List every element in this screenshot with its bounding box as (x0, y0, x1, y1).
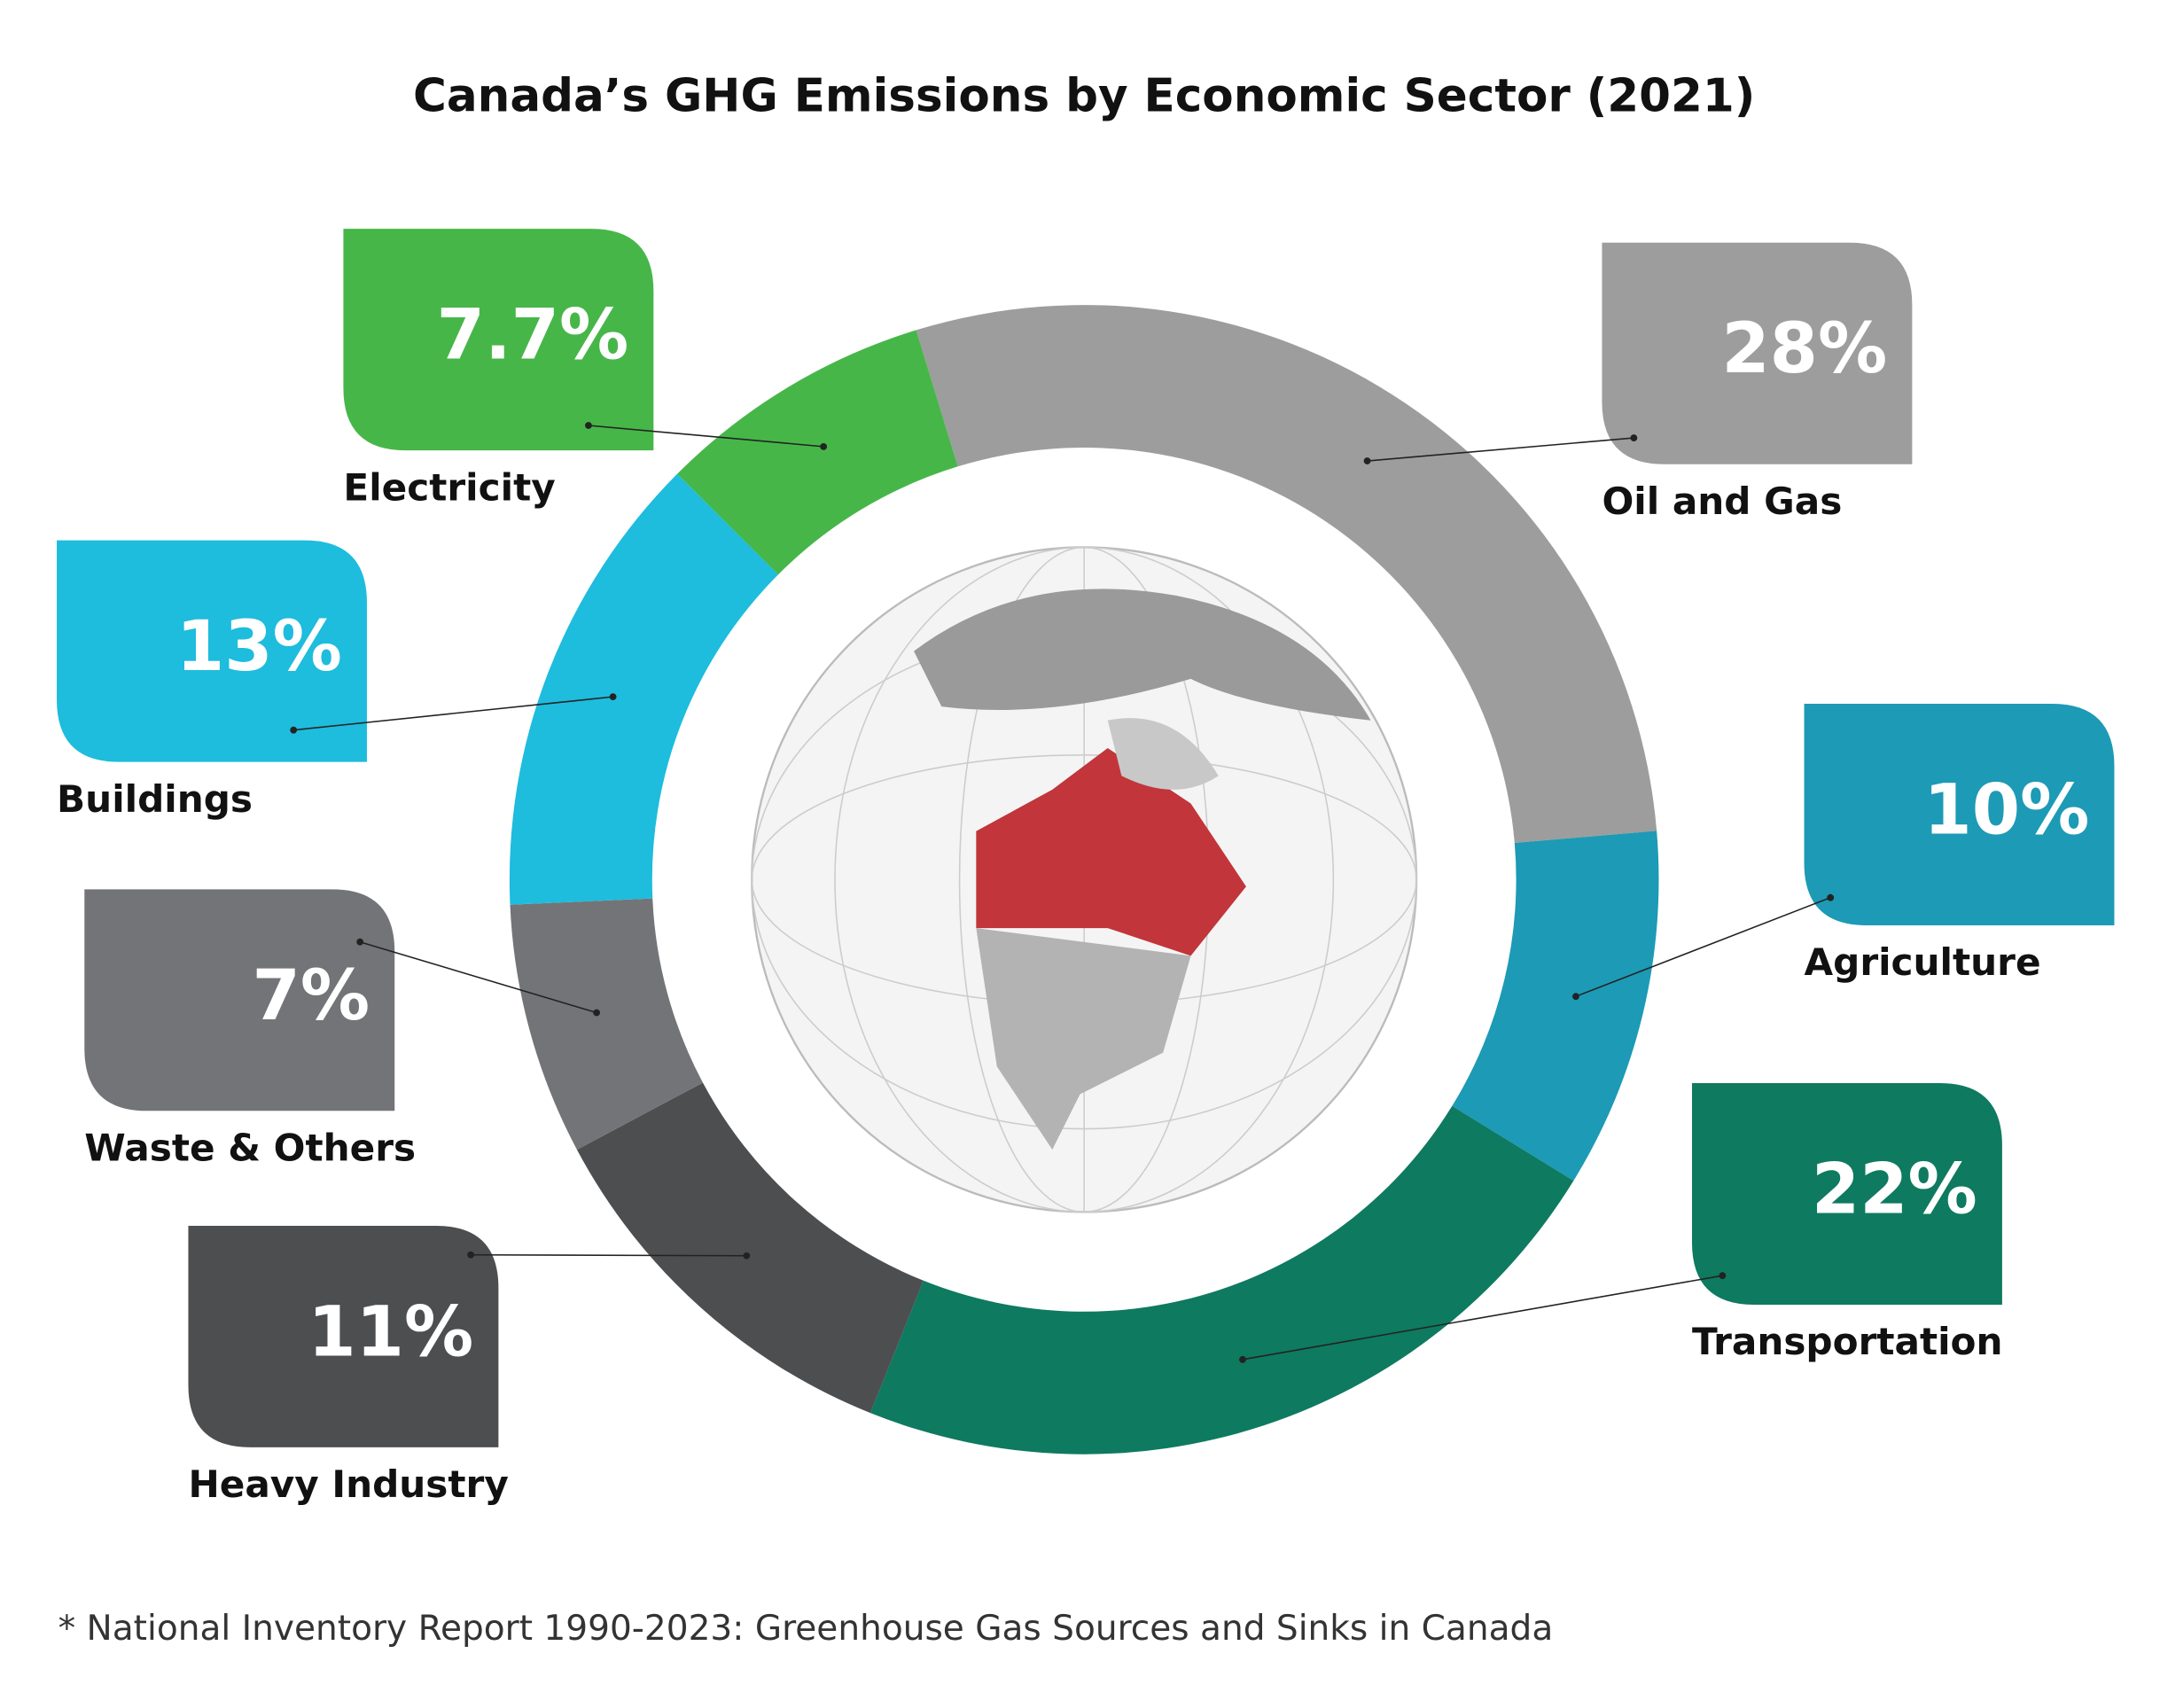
connector (293, 696, 613, 731)
connector-dot (820, 442, 828, 450)
value-label: 10% (1923, 770, 2089, 850)
label-box (57, 540, 367, 762)
connector-dot (743, 1252, 751, 1260)
connector-dot (609, 693, 617, 701)
label-box (1691, 1083, 2002, 1305)
value-label: 7.7% (437, 296, 629, 376)
category-label: Transportation (1692, 1320, 2003, 1363)
category-label: Electricity (343, 465, 555, 509)
connector-dot (585, 422, 592, 429)
value-label: 11% (308, 1292, 473, 1372)
donut-segment (576, 1082, 924, 1414)
connector-dot (1630, 434, 1638, 441)
connector (471, 1253, 747, 1257)
value-label: 13% (176, 607, 342, 687)
category-label: Oil and Gas (1602, 480, 1842, 523)
donut-segment (1452, 831, 1659, 1182)
category-label: Agriculture (1805, 940, 2041, 984)
donut-segment (916, 305, 1657, 844)
donut-segment (509, 473, 779, 905)
value-label: 7% (253, 956, 370, 1036)
label-box (1602, 242, 1913, 464)
connector (359, 940, 597, 1014)
connector (588, 425, 824, 448)
connector (1242, 1275, 1723, 1361)
globe (751, 546, 1418, 1213)
connector-dot (1239, 1355, 1246, 1363)
category-label: Waste & Others (84, 1127, 416, 1170)
donut-segment (677, 330, 958, 575)
connector-dot (1363, 457, 1371, 464)
connector (1367, 437, 1634, 462)
connector-dot (1572, 993, 1579, 1001)
label-box (343, 229, 654, 451)
label-box (1804, 704, 2115, 925)
label-box (188, 1225, 499, 1447)
label-box (84, 889, 395, 1111)
connector (1575, 896, 1831, 997)
connector-dot (1719, 1272, 1727, 1280)
category-label: Buildings (57, 777, 253, 821)
chart-title: Canada’s GHG Emissions by Economic Secto… (413, 69, 1755, 122)
footnote: * National Inventory Report 1990-2023: G… (58, 1609, 1554, 1649)
category-label: Heavy Industry (188, 1462, 508, 1506)
value-label: 22% (1812, 1150, 1977, 1229)
connector-dot (593, 1009, 601, 1017)
connector-dot (356, 938, 364, 946)
donut-segment (510, 898, 703, 1150)
connector-dot (290, 726, 298, 734)
connector-dot (467, 1251, 475, 1259)
donut-segment (869, 1105, 1574, 1455)
connector-dot (1827, 893, 1835, 901)
value-label: 28% (1721, 309, 1887, 389)
